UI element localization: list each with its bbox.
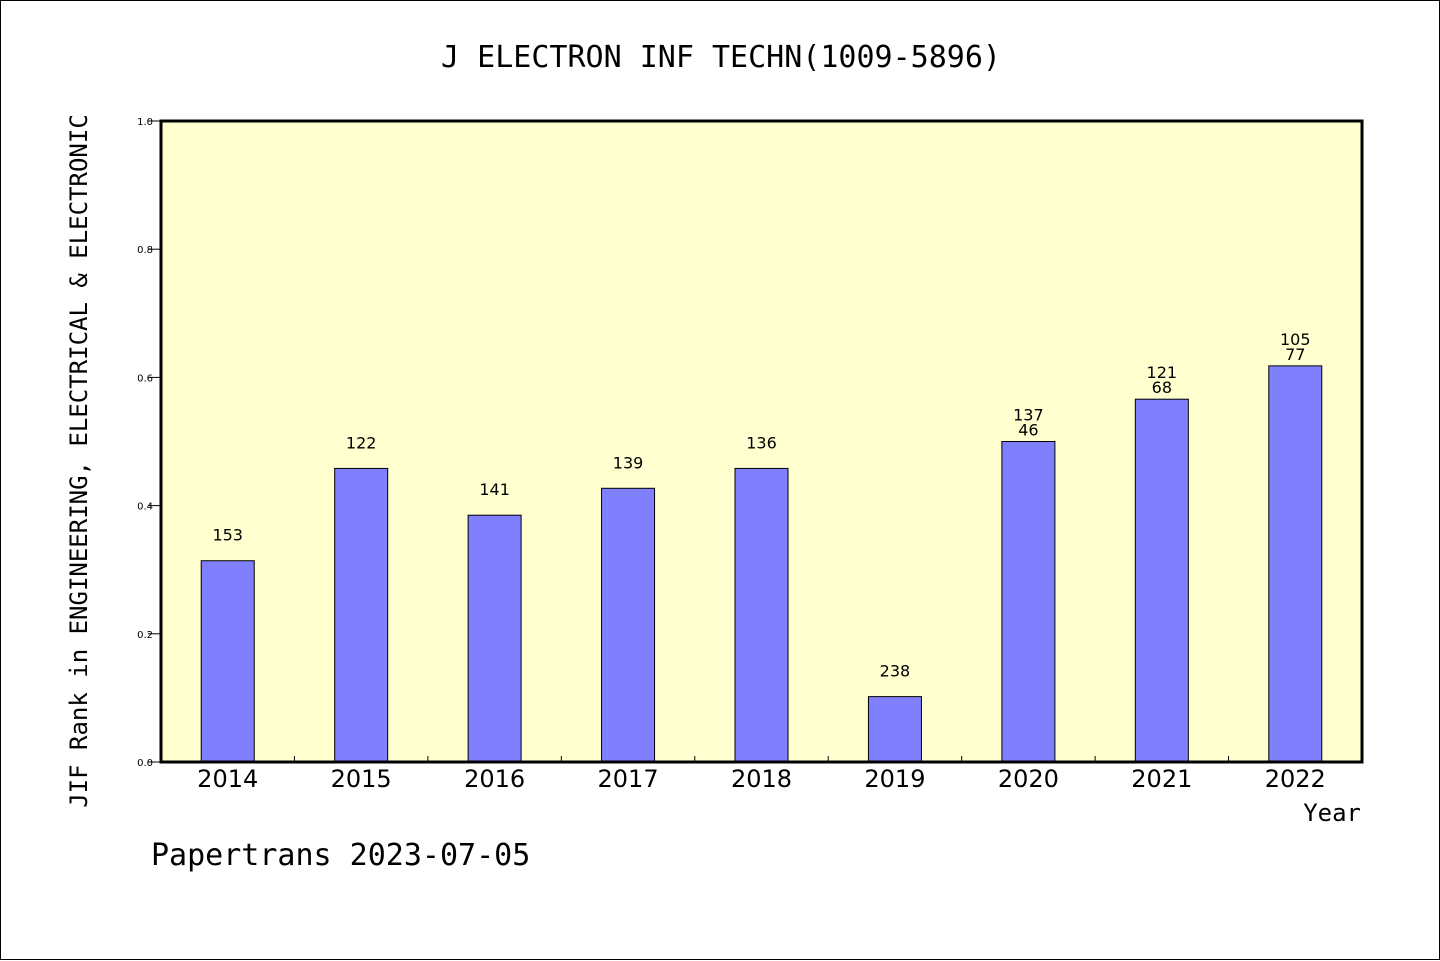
y-tick-label: 0.8 <box>137 245 153 256</box>
x-tick-label-2022: 2022 <box>1265 765 1326 793</box>
bar-2014 <box>200 560 255 763</box>
data-label-2021: 68 <box>1152 378 1172 397</box>
x-axis-label: Year <box>1303 799 1361 827</box>
x-tick-label-2020: 2020 <box>998 765 1059 793</box>
y-tick-label: 1.0 <box>137 117 153 128</box>
bar-2015 <box>334 467 389 763</box>
bar-2020 <box>1001 441 1056 763</box>
data-label-2017: 139 <box>613 453 644 472</box>
bars-group <box>200 365 1323 763</box>
x-tick-label-2019: 2019 <box>864 765 925 793</box>
y-tick-label: 0.6 <box>137 373 153 384</box>
x-tick-label-2016: 2016 <box>464 765 525 793</box>
data-label-2014: 153 <box>212 526 243 545</box>
bar-2016 <box>467 514 522 763</box>
data-label-2020: 46 <box>1018 421 1038 440</box>
x-tick-label-2014: 2014 <box>197 765 258 793</box>
x-tick-label-2021: 2021 <box>1131 765 1192 793</box>
data-label-2020: 137 <box>1013 406 1044 425</box>
y-tick-label: 0.4 <box>137 502 153 513</box>
bar-2018 <box>734 467 789 763</box>
y-tick-label: 0.2 <box>137 630 153 641</box>
x-axis: 2014 2015 2016 2017 2018 2019 2020 2021 2022 <box>197 756 1326 793</box>
bar-2019 <box>867 696 922 763</box>
x-tick-label-2017: 2017 <box>598 765 659 793</box>
bar-2017 <box>601 487 656 763</box>
x-tick-label-2018: 2018 <box>731 765 792 793</box>
data-label-2022: 105 <box>1280 330 1311 349</box>
y-tick-label: 0.0 <box>137 758 153 769</box>
plot-border <box>159 119 1364 764</box>
data-label-2019: 238 <box>880 662 911 681</box>
bar-2021 <box>1134 398 1189 763</box>
x-tick-label-2015: 2015 <box>331 765 392 793</box>
data-label-2016: 141 <box>479 480 510 499</box>
chart-title: J ELECTRON INF TECHN(1009-5896) <box>441 40 1001 75</box>
data-label-2022: 77 <box>1285 345 1305 364</box>
data-label-2015: 122 <box>346 433 377 452</box>
footer-text: Papertrans 2023-07-05 <box>151 838 530 873</box>
y-axis: 0.0 0.2 0.4 0.6 0.8 1.0 <box>137 117 161 769</box>
y-axis-label: JIF Rank in ENGINEERING, ELECTRICAL & EL… <box>65 114 93 808</box>
bar-2022 <box>1268 365 1323 763</box>
data-label-2021: 121 <box>1147 363 1178 382</box>
data-label-2018: 136 <box>746 433 777 452</box>
